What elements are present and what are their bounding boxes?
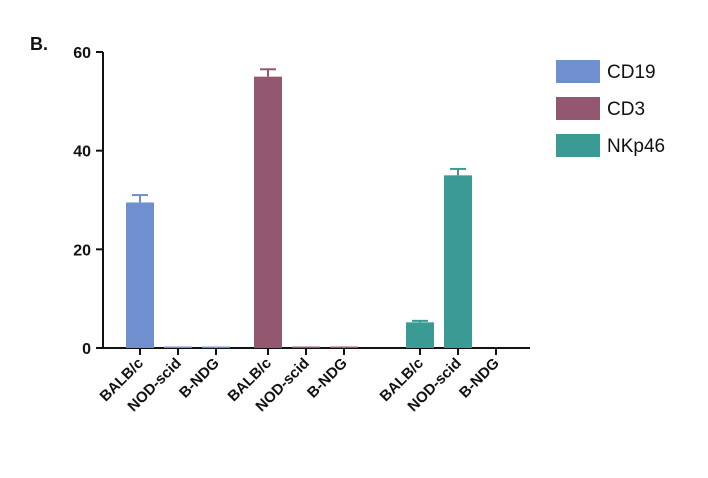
legend-swatch [556, 60, 600, 83]
y-tick-label: 0 [82, 341, 91, 358]
legend-label: CD3 [607, 99, 645, 120]
y-tick-label: 20 [73, 242, 91, 259]
panel-label: B. [30, 34, 48, 54]
legend-swatch [556, 134, 600, 157]
bar [330, 346, 358, 348]
legend-label: CD19 [607, 62, 656, 83]
y-tick-label: 60 [73, 45, 91, 62]
bar [254, 76, 282, 349]
legend-swatch [556, 97, 600, 120]
x-tick-label: B-NDG [304, 355, 351, 402]
bar [202, 346, 230, 348]
legend-label: NKp46 [607, 136, 665, 157]
bar [164, 346, 192, 348]
bar [444, 175, 472, 348]
bar [406, 322, 434, 348]
bar [126, 202, 154, 348]
bar [292, 346, 320, 348]
x-tick-label: B-NDG [176, 355, 223, 402]
x-tick-label: B-NDG [456, 355, 503, 402]
y-tick-label: 40 [73, 144, 91, 161]
